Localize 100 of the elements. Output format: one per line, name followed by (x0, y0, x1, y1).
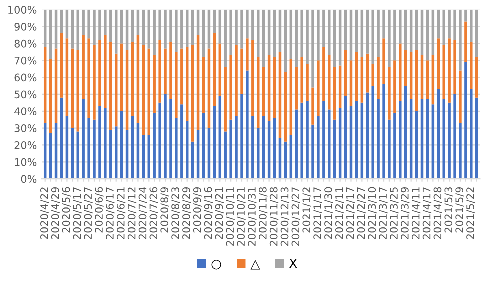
bar (404, 10, 408, 50)
y-tick-label: 10% (15, 158, 37, 166)
x-tick-label: 2021/1/2 (302, 188, 312, 233)
bar (437, 10, 440, 39)
bar (355, 101, 358, 180)
bar (114, 10, 118, 54)
bar (420, 10, 424, 56)
bar (120, 111, 124, 180)
bar (470, 42, 473, 90)
bar (377, 100, 380, 180)
bar (66, 116, 69, 180)
bar (136, 10, 140, 36)
x-tick-label: 2020/12/27 (292, 188, 300, 246)
bar (306, 64, 309, 102)
bar (186, 47, 189, 122)
bar (131, 42, 134, 116)
bar (360, 10, 364, 58)
bar (164, 10, 167, 49)
bar (98, 40, 102, 106)
bar (262, 116, 266, 180)
bar (230, 120, 232, 180)
bar (170, 10, 172, 42)
bar (148, 48, 150, 136)
bar (317, 60, 320, 116)
bar (328, 110, 331, 180)
bar (186, 122, 189, 180)
bar (420, 56, 424, 100)
bar (71, 128, 74, 180)
bar (410, 52, 413, 100)
bar (426, 60, 430, 100)
bar (372, 86, 374, 180)
x-tick-label: 2020/8/9 (160, 187, 170, 233)
bar (142, 45, 146, 136)
bar (437, 38, 440, 90)
bar (366, 54, 369, 93)
bar (290, 135, 293, 180)
bar (410, 10, 413, 52)
x-tick-label: 2020/10/11 (226, 188, 235, 246)
bar (448, 102, 451, 180)
bar (71, 48, 74, 128)
bar (49, 10, 52, 59)
bar (88, 118, 90, 180)
bar (404, 86, 408, 180)
bar (82, 100, 85, 180)
bar (235, 45, 238, 116)
bar (76, 10, 80, 50)
bar (142, 135, 146, 180)
bar (388, 67, 391, 120)
x-tick-label: 2021/5/3 (444, 188, 454, 233)
bar (476, 57, 478, 98)
bar (213, 34, 216, 106)
bar (148, 10, 150, 49)
bar (415, 111, 418, 180)
bar (273, 118, 276, 180)
bar (208, 48, 211, 128)
bar (366, 10, 369, 54)
bar (426, 10, 430, 61)
bar (224, 132, 227, 180)
bar (322, 47, 326, 102)
legend-label: X (289, 259, 298, 268)
bar (328, 10, 331, 56)
bar (284, 72, 288, 142)
bar (235, 10, 238, 46)
bar (104, 108, 107, 180)
bar (180, 48, 184, 105)
x-tick-label: 2020/5/6 (62, 187, 72, 233)
bar (180, 10, 184, 49)
bar (110, 130, 112, 180)
bar (88, 10, 90, 39)
bar (317, 10, 320, 61)
bar (202, 113, 206, 180)
x-tick-label: 2020/7/12 (128, 188, 137, 240)
bar (88, 38, 90, 118)
bar (235, 116, 238, 180)
bar (164, 94, 167, 180)
bar (454, 40, 456, 94)
x-tick-label: 2021/2/27 (357, 188, 366, 240)
bar (104, 35, 107, 108)
bar (377, 57, 380, 100)
bar (110, 42, 112, 130)
bar (164, 48, 167, 94)
bar (202, 57, 206, 114)
bar (142, 10, 146, 46)
bar (44, 10, 47, 48)
bar (136, 123, 140, 180)
x-tick-label: 2020/6/17 (106, 188, 115, 240)
bar (278, 52, 282, 138)
bar (44, 47, 47, 124)
bar (399, 10, 402, 44)
x-tick-label: 2021/5/9 (456, 187, 464, 233)
bar (459, 10, 462, 71)
bar (338, 66, 342, 108)
bar (196, 130, 200, 180)
bar (338, 10, 342, 66)
x-tick-label: 2021/2/17 (346, 188, 356, 240)
bar (322, 101, 326, 180)
bar (290, 58, 293, 136)
bar (257, 128, 260, 180)
bar (470, 10, 473, 42)
bar (426, 100, 430, 180)
